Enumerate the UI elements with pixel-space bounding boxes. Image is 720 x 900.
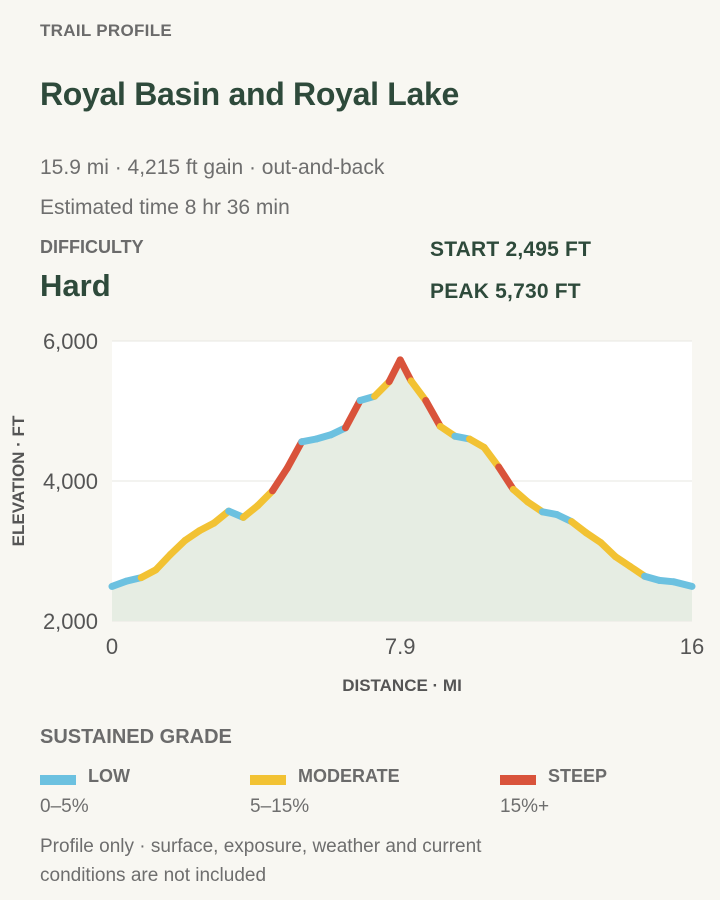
elevation-chart: 2,000 4,000 6,000 0 7.9 16 ELEVATION · FT DI… xyxy=(9,329,704,695)
y-tick-label: 2,000 xyxy=(43,609,98,634)
footnote: Profile only · surface, exposure, weathe… xyxy=(40,836,482,886)
y-tick-label: 6,000 xyxy=(43,329,98,354)
profile-segment xyxy=(422,397,444,430)
eyebrow-label: TRAIL PROFILE xyxy=(40,21,173,40)
profile-segment xyxy=(396,356,415,385)
low-swatch xyxy=(40,775,76,785)
profile-segment xyxy=(269,464,291,495)
steep-swatch xyxy=(500,775,536,785)
legend-name-low: LOW xyxy=(88,766,130,786)
peak-elevation: PEAK 5,730 FT xyxy=(430,280,581,303)
legend-range-low: 0–5% xyxy=(40,796,89,817)
legend-name-moderate: MODERATE xyxy=(298,766,400,786)
x-tick-label: 7.9 xyxy=(385,634,416,659)
legend-heading: SUSTAINED GRADE xyxy=(40,726,232,748)
elevation-area xyxy=(112,359,692,621)
x-tick-label: 16 xyxy=(680,634,704,659)
difficulty-value: Hard xyxy=(40,268,111,303)
profile-segment xyxy=(342,397,364,432)
start-elevation: START 2,495 FT xyxy=(430,238,592,261)
legend-range-steep: 15%+ xyxy=(500,796,550,817)
profile-segment xyxy=(480,443,503,471)
x-tick-label: 0 xyxy=(106,634,118,659)
profile-segment xyxy=(283,438,306,472)
legend-range-moderate: 5–15% xyxy=(250,796,310,817)
estimated-time: Estimated time 8 hr 36 min xyxy=(40,196,290,219)
profile-segment xyxy=(407,377,430,404)
trail-title: Royal Basin and Royal Lake xyxy=(40,76,460,112)
x-axis-label: DISTANCE · MI xyxy=(342,676,462,695)
moderate-swatch xyxy=(250,775,286,785)
y-tick-label: 4,000 xyxy=(43,469,98,494)
legend-name-steep: STEEP xyxy=(548,766,608,786)
profile-segment xyxy=(495,463,517,493)
trail-summary: 15.9 mi · 4,215 ft gain · out-and-back xyxy=(40,156,385,179)
y-axis-label: ELEVATION · FT xyxy=(9,415,28,546)
profile-segment xyxy=(670,578,696,590)
profile-segment xyxy=(152,551,174,574)
difficulty-label: DIFFICULTY xyxy=(40,237,144,257)
